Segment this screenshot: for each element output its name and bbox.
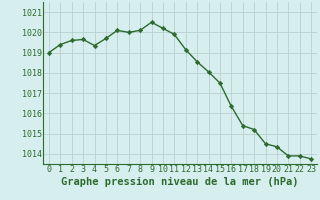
X-axis label: Graphe pression niveau de la mer (hPa): Graphe pression niveau de la mer (hPa) — [61, 177, 299, 187]
